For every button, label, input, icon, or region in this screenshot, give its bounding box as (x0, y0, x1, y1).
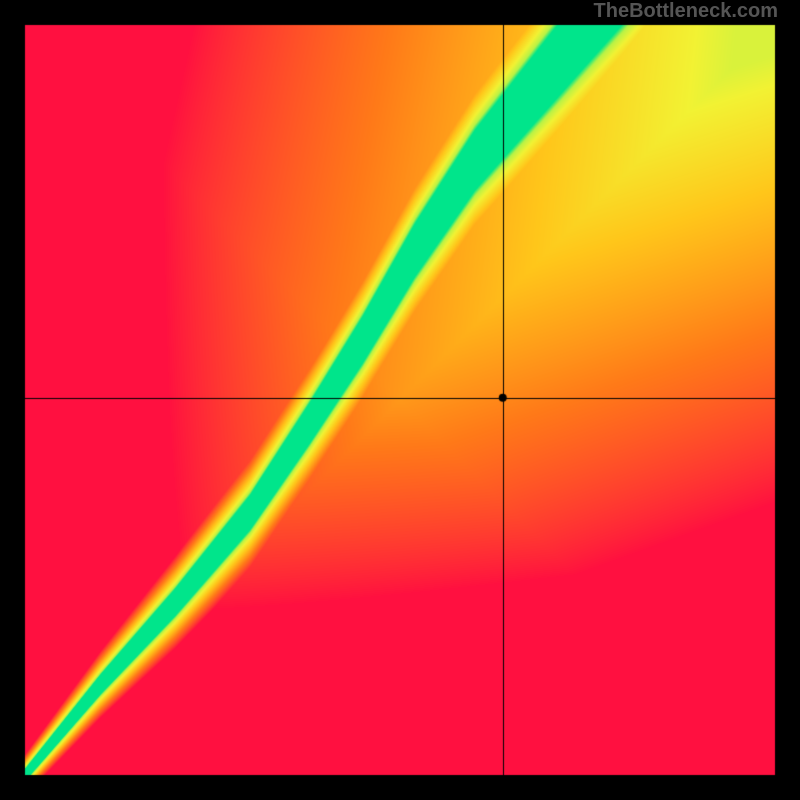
watermark-text: TheBottleneck.com (594, 0, 778, 23)
chart-container: TheBottleneck.com (0, 0, 800, 800)
heatmap-canvas (0, 0, 800, 800)
